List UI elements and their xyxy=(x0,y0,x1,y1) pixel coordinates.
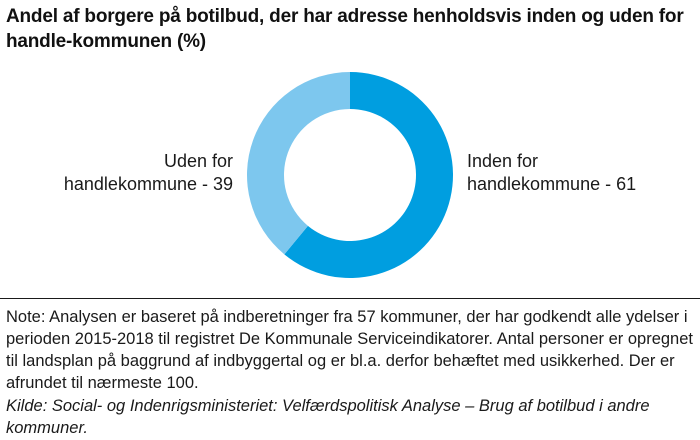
divider-line xyxy=(0,298,700,299)
chart-title: Andel af borgere på botilbud, der har ad… xyxy=(6,6,684,52)
chart-source: Kilde: Social- og Indenrigsministeriet: … xyxy=(6,397,650,437)
slice-label-2: Uden for handlekommune - 39 xyxy=(64,151,233,194)
slice-label-1: Inden for handlekommune - 61 xyxy=(467,151,636,194)
donut-slice-2 xyxy=(247,72,350,255)
donut-slices xyxy=(247,72,454,278)
slice-labels: Inden for handlekommune - 61 Uden for handl… xyxy=(64,151,636,194)
donut-slice-1 xyxy=(284,72,454,278)
donut-chart: Inden for handlekommune - 61 Uden for handl… xyxy=(64,72,636,278)
chart-note: Note: Analysen er baseret på indberetnin… xyxy=(6,308,693,392)
